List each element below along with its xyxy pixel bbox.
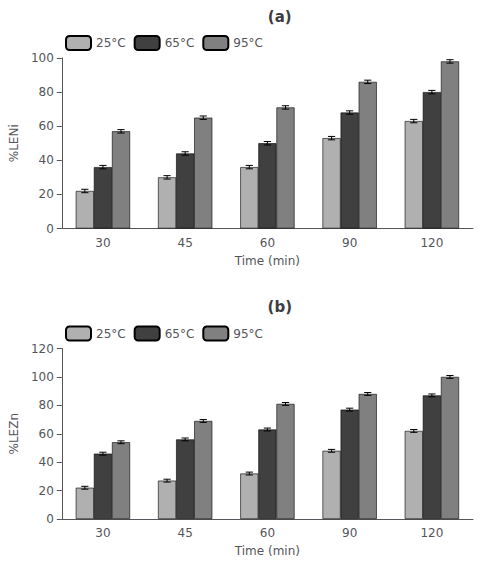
svg-text:20: 20 — [39, 484, 54, 498]
svg-text:60: 60 — [39, 119, 54, 133]
svg-text:95°C: 95°C — [233, 327, 263, 341]
svg-text:(b): (b) — [268, 298, 292, 316]
svg-text:120: 120 — [420, 236, 443, 250]
svg-text:0: 0 — [46, 512, 54, 526]
svg-text:90: 90 — [342, 526, 357, 540]
svg-text:60: 60 — [39, 427, 54, 441]
svg-text:45: 45 — [178, 236, 193, 250]
svg-text:60: 60 — [260, 236, 275, 250]
svg-text:30: 30 — [95, 236, 110, 250]
svg-text:Time (min): Time (min) — [234, 254, 300, 268]
svg-text:65°C: 65°C — [165, 327, 195, 341]
svg-text:60: 60 — [260, 526, 275, 540]
svg-text:40: 40 — [39, 153, 54, 167]
svg-text:30: 30 — [95, 526, 110, 540]
svg-text:100: 100 — [31, 370, 54, 384]
svg-text:80: 80 — [39, 85, 54, 99]
svg-text:20: 20 — [39, 187, 54, 201]
svg-text:0: 0 — [46, 222, 54, 236]
svg-text:%LEZn: %LEZn — [7, 413, 21, 455]
svg-text:45: 45 — [178, 526, 193, 540]
svg-text:120: 120 — [31, 342, 54, 356]
svg-text:(a): (a) — [268, 8, 292, 26]
svg-text:40: 40 — [39, 455, 54, 469]
svg-text:Time (min): Time (min) — [234, 544, 300, 558]
svg-text:25°C: 25°C — [96, 327, 126, 341]
svg-text:90: 90 — [342, 236, 357, 250]
svg-text:25°C: 25°C — [96, 36, 126, 50]
svg-text:%LENi: %LENi — [7, 124, 21, 162]
svg-text:120: 120 — [420, 526, 443, 540]
svg-text:100: 100 — [31, 51, 54, 65]
svg-text:95°C: 95°C — [233, 36, 263, 50]
svg-text:80: 80 — [39, 398, 54, 412]
svg-text:65°C: 65°C — [165, 36, 195, 50]
